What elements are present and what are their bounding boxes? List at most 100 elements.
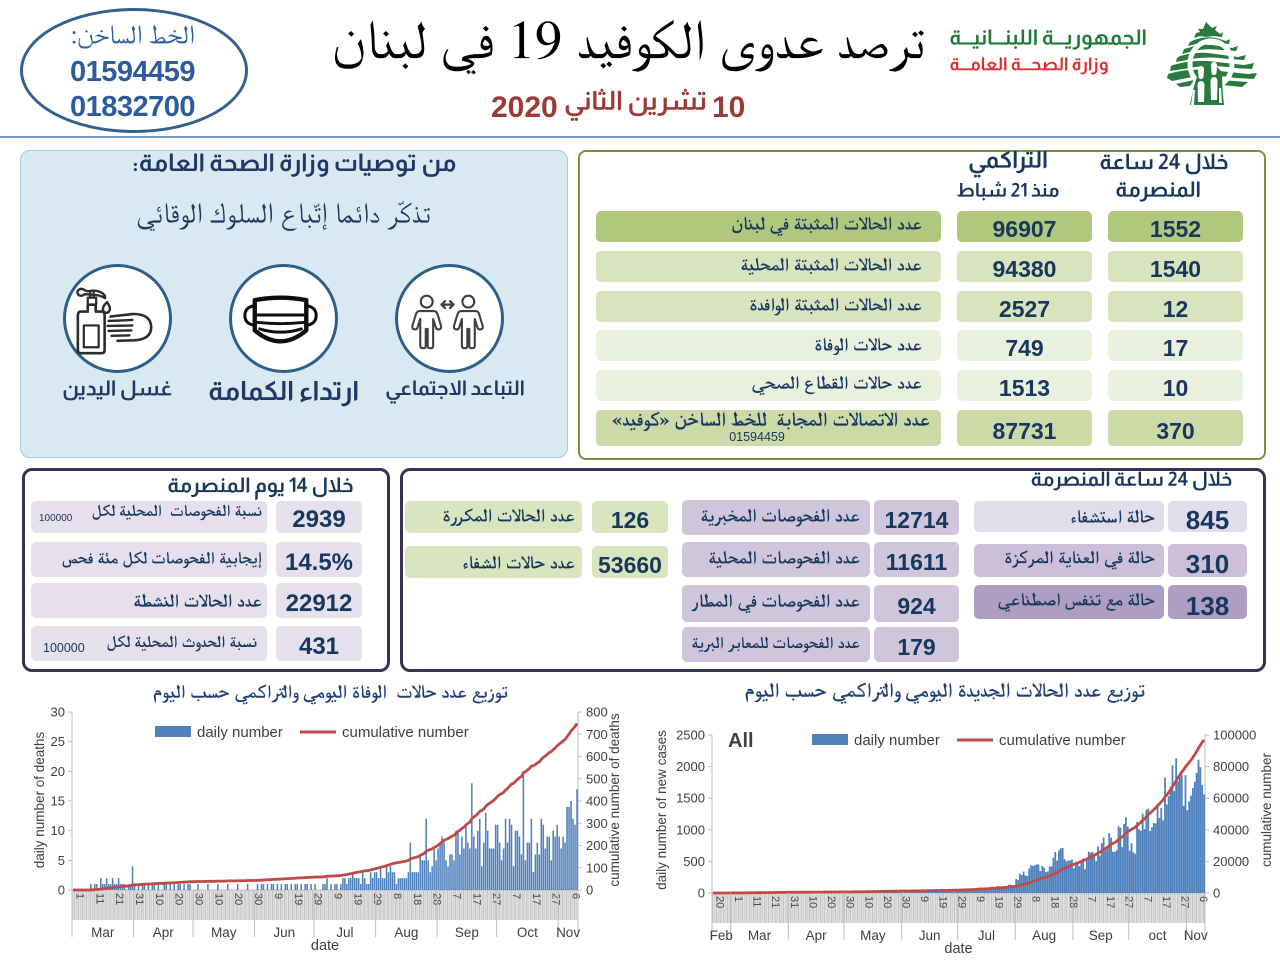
svg-text:5: 5 [58, 853, 65, 868]
svg-text:6: 6 [570, 893, 582, 899]
svg-text:30: 30 [844, 896, 856, 908]
svg-text:29: 29 [1011, 896, 1023, 908]
svg-text:8: 8 [391, 893, 403, 899]
svg-text:19: 19 [937, 896, 949, 908]
svg-text:20: 20 [825, 896, 837, 908]
svg-text:20: 20 [881, 896, 893, 908]
svg-text:17: 17 [1160, 896, 1172, 908]
svg-text:15: 15 [51, 794, 65, 809]
svg-text:Jul: Jul [978, 928, 995, 943]
svg-text:20: 20 [173, 893, 185, 905]
svg-text:Nov: Nov [556, 925, 580, 940]
svg-text:80000: 80000 [1213, 759, 1249, 774]
svg-text:cumulative number: cumulative number [999, 732, 1126, 749]
svg-text:20000: 20000 [1213, 854, 1249, 869]
svg-text:800: 800 [586, 705, 608, 720]
svg-text:oct: oct [1149, 928, 1167, 943]
svg-text:60000: 60000 [1213, 791, 1249, 806]
svg-text:0: 0 [698, 886, 705, 901]
svg-text:7: 7 [451, 893, 463, 899]
svg-text:6: 6 [1197, 896, 1209, 902]
svg-text:cumulative number of deaths: cumulative number of deaths [607, 713, 622, 887]
svg-text:700: 700 [586, 727, 608, 742]
svg-text:daily number of new cases: daily number of new cases [654, 730, 669, 890]
svg-text:0: 0 [586, 883, 593, 898]
svg-text:Nov: Nov [1184, 928, 1208, 943]
svg-text:Apr: Apr [153, 925, 175, 940]
svg-text:May: May [211, 925, 237, 940]
svg-text:19: 19 [992, 896, 1004, 908]
svg-text:7: 7 [1086, 896, 1098, 902]
svg-text:2000: 2000 [676, 759, 705, 774]
svg-text:Oct: Oct [517, 925, 538, 940]
svg-text:20: 20 [713, 896, 725, 908]
svg-text:17: 17 [530, 893, 542, 905]
svg-text:11: 11 [93, 893, 105, 904]
svg-text:400: 400 [586, 794, 608, 809]
svg-text:10: 10 [51, 823, 65, 838]
svg-text:Aug: Aug [1032, 928, 1056, 943]
svg-text:daily number of deaths: daily number of deaths [32, 731, 47, 868]
svg-text:20: 20 [232, 893, 244, 905]
svg-text:30: 30 [193, 893, 205, 905]
svg-text:All: All [728, 730, 754, 752]
svg-text:0: 0 [58, 883, 65, 898]
svg-text:21: 21 [769, 896, 781, 908]
svg-text:19: 19 [351, 893, 363, 905]
svg-text:20: 20 [51, 764, 65, 779]
svg-text:31: 31 [133, 893, 145, 905]
svg-text:cumulative number: cumulative number [342, 724, 469, 741]
svg-text:25: 25 [51, 734, 65, 749]
svg-text:31: 31 [788, 896, 800, 908]
svg-text:18: 18 [1048, 896, 1060, 908]
svg-text:19: 19 [292, 893, 304, 905]
svg-text:500: 500 [586, 771, 608, 786]
svg-text:1: 1 [73, 893, 85, 899]
svg-text:0: 0 [1213, 886, 1220, 901]
svg-text:30: 30 [252, 893, 264, 905]
svg-text:40000: 40000 [1213, 822, 1249, 837]
svg-text:Sep: Sep [1089, 928, 1113, 943]
svg-text:500: 500 [683, 854, 705, 869]
svg-text:1000: 1000 [676, 822, 705, 837]
svg-text:1500: 1500 [676, 791, 705, 806]
svg-text:21: 21 [113, 893, 125, 905]
svg-text:2500: 2500 [676, 728, 705, 743]
svg-text:17: 17 [1104, 896, 1116, 908]
svg-text:cumulative number: cumulative number [1259, 752, 1274, 867]
svg-text:600: 600 [586, 749, 608, 764]
svg-text:1: 1 [732, 896, 744, 902]
svg-text:Aug: Aug [394, 925, 418, 940]
svg-text:10: 10 [862, 896, 874, 908]
svg-text:Apr: Apr [806, 928, 828, 943]
svg-text:8: 8 [1030, 896, 1042, 902]
svg-text:300: 300 [586, 816, 608, 831]
svg-text:May: May [860, 928, 886, 943]
svg-text:Feb: Feb [710, 928, 733, 943]
svg-text:Mar: Mar [748, 928, 772, 943]
svg-text:Jun: Jun [919, 928, 941, 943]
svg-text:Mar: Mar [91, 925, 115, 940]
svg-text:29: 29 [955, 896, 967, 908]
svg-text:100000: 100000 [1213, 728, 1256, 743]
svg-text:9: 9 [272, 893, 284, 899]
svg-text:11: 11 [751, 896, 763, 907]
svg-text:9: 9 [918, 896, 930, 902]
svg-text:7: 7 [1141, 896, 1153, 902]
svg-text:18: 18 [411, 893, 423, 905]
svg-text:7: 7 [510, 893, 522, 899]
svg-text:Jun: Jun [273, 925, 295, 940]
svg-text:9: 9 [974, 896, 986, 902]
svg-text:daily number: daily number [197, 724, 283, 741]
svg-text:29: 29 [312, 893, 324, 905]
svg-text:100: 100 [586, 860, 608, 875]
svg-text:30: 30 [51, 705, 65, 720]
svg-text:10: 10 [806, 896, 818, 908]
svg-text:date: date [311, 938, 339, 954]
svg-text:10: 10 [212, 893, 224, 905]
svg-text:30: 30 [899, 896, 911, 908]
svg-text:Jul: Jul [336, 925, 353, 940]
svg-text:Sep: Sep [455, 925, 479, 940]
svg-text:17: 17 [470, 893, 482, 905]
svg-text:10: 10 [153, 893, 165, 905]
